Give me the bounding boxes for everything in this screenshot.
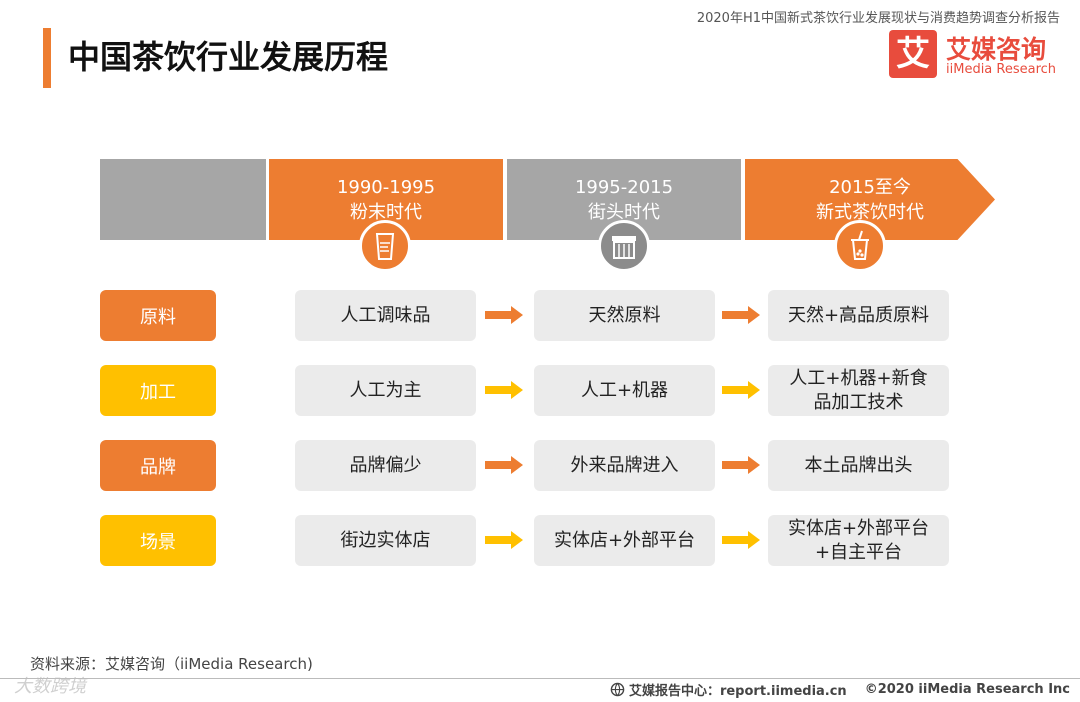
arrow-right-icon: [485, 456, 523, 474]
arrow-right-icon: [485, 381, 523, 399]
footer: 艾媒报告中心：report.iimedia.cn ©2020 iiMedia R…: [610, 680, 1070, 699]
report-center-link[interactable]: 艾媒报告中心：report.iimedia.cn: [628, 684, 847, 699]
report-title: 2020年H1中国新式茶饮行业发展现状与消费趋势调查分析报告: [696, 11, 1060, 26]
cell-scenario-stage1: 街边实体店: [295, 515, 476, 566]
row-label-materials: 原料: [100, 290, 216, 341]
stage-street-era: 1995-2015 街头时代: [507, 159, 741, 240]
row-label-brand: 品牌: [100, 440, 216, 491]
title-accent-bar: [43, 28, 51, 88]
stage-name: 街头时代: [588, 201, 660, 223]
data-source: 资料来源：艾媒咨询（iiMedia Research): [30, 655, 313, 673]
globe-icon: [610, 682, 625, 697]
arrow-right-icon: [485, 306, 523, 324]
cell-brand-stage1: 品牌偏少: [295, 440, 476, 491]
stage-years: 2015至今: [829, 176, 911, 198]
cell-processing-stage1: 人工为主: [295, 365, 476, 416]
stage-years: 1995-2015: [574, 176, 674, 198]
timeline-header-blank: [100, 159, 266, 240]
logo-mark: 艾: [889, 30, 937, 78]
logo-english-text: iiMedia Research: [946, 62, 1057, 77]
logo-chinese-text: 艾媒咨询: [946, 35, 1047, 64]
stage-years: 1990-1995: [336, 176, 436, 198]
arrow-right-icon: [722, 381, 760, 399]
cell-processing-stage2: 人工+机器: [534, 365, 715, 416]
watermark: 大数跨境: [14, 676, 86, 697]
cell-brand-stage2: 外来品牌进入: [534, 440, 715, 491]
cell-processing-stage3: 人工+机器+新食品加工技术: [768, 365, 949, 416]
cell-materials-stage2: 天然原料: [534, 290, 715, 341]
bubble-tea-icon: [834, 220, 886, 272]
stage-new-tea-era: 2015至今 新式茶饮时代: [745, 159, 995, 240]
stage-name: 新式茶饮时代: [816, 201, 924, 223]
cell-brand-stage3: 本土品牌出头: [768, 440, 949, 491]
arrow-right-icon: [485, 531, 523, 549]
page-title: 中国茶饮行业发展历程: [68, 38, 389, 76]
cell-materials-stage3: 天然+高品质原料: [768, 290, 949, 341]
stage-name: 粉末时代: [350, 201, 422, 223]
cell-scenario-stage3: 实体店+外部平台+自主平台: [768, 515, 949, 566]
arrow-right-icon: [722, 531, 760, 549]
storefront-icon: [598, 220, 650, 272]
footer-divider: [0, 678, 1080, 679]
row-label-processing: 加工: [100, 365, 216, 416]
row-label-scenario: 场景: [100, 515, 216, 566]
cell-scenario-stage2: 实体店+外部平台: [534, 515, 715, 566]
arrow-right-icon: [722, 306, 760, 324]
cell-materials-stage1: 人工调味品: [295, 290, 476, 341]
iimedia-logo: 艾 艾媒咨询 iiMedia Research: [889, 30, 1064, 80]
copyright: ©2020 iiMedia Research Inc: [864, 682, 1070, 697]
arrow-right-icon: [722, 456, 760, 474]
powder-cup-icon: [359, 220, 411, 272]
